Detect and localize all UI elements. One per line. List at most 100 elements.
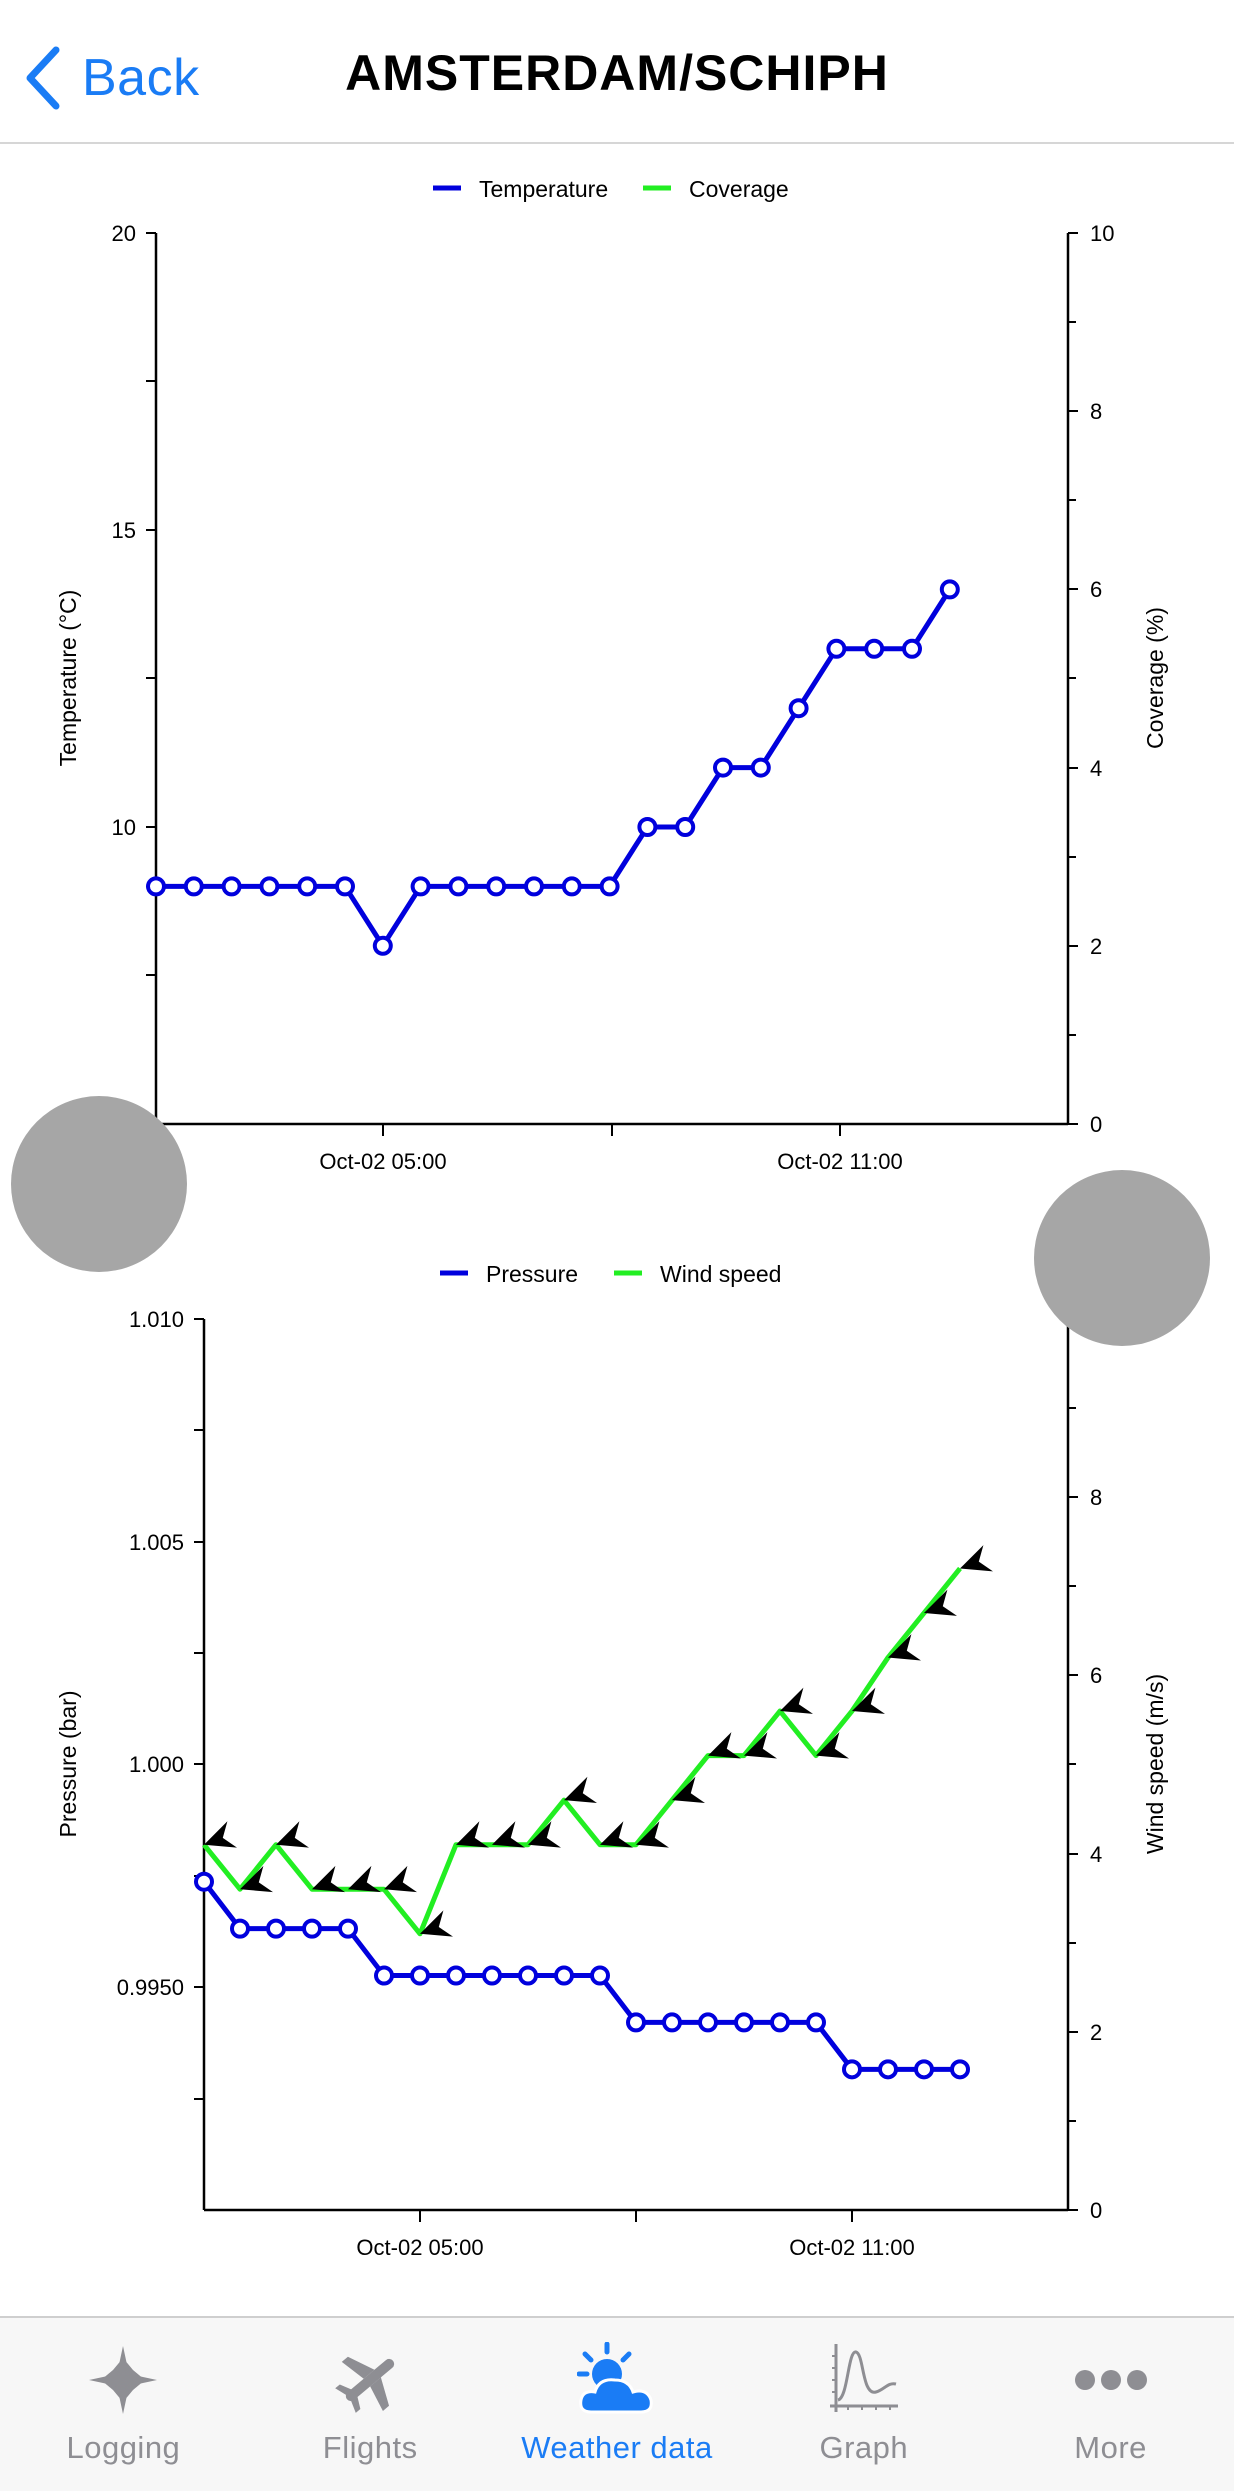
wind-arrow-marker	[564, 1776, 597, 1804]
data-point-pressure	[338, 1918, 358, 1939]
right-tick-label: 2	[1090, 934, 1102, 959]
tab-flights[interactable]: Flights	[247, 2318, 494, 2491]
data-point-pressure	[302, 1918, 322, 1939]
wind-arrow-marker	[816, 1732, 849, 1759]
left-tick-label: 15	[112, 518, 136, 543]
chart-legend: Pressure Wind speed	[440, 1261, 781, 1287]
right-tick-label: 2	[1090, 2020, 1102, 2045]
data-point-temperature	[259, 876, 280, 897]
data-point-temperature	[750, 757, 771, 778]
data-point-pressure	[590, 1965, 610, 1986]
graph-icon	[819, 2338, 909, 2422]
left-tick-label: 20	[112, 221, 136, 246]
wind-arrow-marker	[204, 1821, 237, 1848]
left-axis-title: Pressure (bar)	[55, 1691, 81, 1838]
right-tick-label: 10	[1090, 221, 1114, 246]
temperature-coverage-chart: Temperature Coverage 20 15 10 10 8 6 4 2…	[55, 176, 1168, 1174]
tab-graph[interactable]: Graph	[740, 2318, 987, 2491]
data-point-pressure	[698, 2012, 718, 2033]
series-line-temperature	[156, 588, 952, 949]
right-tick-label: 8	[1090, 1485, 1102, 1510]
tab-label: Flights	[322, 2430, 418, 2465]
data-point-temperature	[864, 638, 885, 659]
wind-arrow-marker	[420, 1910, 453, 1937]
airplane-icon	[325, 2338, 415, 2422]
x-tick-label: Oct-02 05:00	[319, 1149, 446, 1174]
legend-label-pressure: Pressure	[486, 1261, 578, 1287]
data-point-temperature	[410, 876, 431, 897]
wind-arrow-marker	[780, 1687, 813, 1714]
x-tick-label: Oct-02 11:00	[789, 2235, 915, 2260]
wind-arrow-marker	[384, 1865, 417, 1893]
left-tick-marks	[146, 232, 156, 976]
left-tick-label: 10	[112, 815, 136, 840]
right-tick-marks	[1068, 1407, 1078, 2211]
x-tick-label: Oct-02 05:00	[356, 2235, 483, 2260]
right-axis-title: Coverage (%)	[1142, 607, 1168, 749]
right-tick-label: 6	[1090, 577, 1102, 602]
back-label: Back	[82, 49, 200, 107]
data-point-temperature	[788, 698, 809, 719]
tab-label: Graph	[819, 2430, 909, 2465]
x-tick-marks	[419, 2210, 853, 2222]
data-point-pressure	[410, 1965, 430, 1986]
data-point-temperature	[902, 638, 922, 659]
left-tick-label: 0.9950	[117, 1975, 184, 2000]
wind-arrow-marker	[276, 1821, 309, 1848]
legend-label-coverage: Coverage	[689, 176, 789, 202]
right-tick-marks	[1068, 232, 1078, 1125]
wind-arrow-marker	[924, 1589, 957, 1616]
tab-more[interactable]: More	[987, 2318, 1234, 2491]
data-point-pressure	[878, 2059, 898, 2080]
navigation-bar: Back AMSTERDAM/SCHIPH	[0, 0, 1234, 144]
wind-arrow-marker	[492, 1821, 525, 1848]
more-icon	[1066, 2338, 1156, 2422]
left-tick-label: 1.010	[129, 1307, 184, 1332]
left-tick-marks	[194, 1318, 204, 2100]
data-point-temperature	[221, 876, 242, 897]
data-point-pressure	[554, 1965, 574, 1986]
data-point-temperature	[637, 817, 658, 837]
tab-weather-data[interactable]: Weather data	[494, 2318, 741, 2491]
right-tick-label: 4	[1090, 1842, 1102, 1867]
wind-arrow-marker	[348, 1865, 381, 1893]
tab-bar: Logging Flights	[0, 2316, 1234, 2491]
floating-touch-circle[interactable]	[11, 1096, 187, 1272]
data-point-pressure	[374, 1965, 394, 1986]
wind-arrow-marker	[672, 1776, 705, 1804]
back-button[interactable]: Back	[24, 38, 200, 118]
data-point-pressure	[230, 1918, 250, 1939]
right-tick-label: 8	[1090, 399, 1102, 424]
right-tick-label: 4	[1090, 756, 1102, 781]
chevron-left-icon	[26, 46, 60, 110]
data-point-temperature	[146, 876, 166, 897]
right-tick-label: 0	[1090, 2198, 1102, 2223]
data-point-pressure	[266, 1918, 286, 1939]
series-line-pressure	[202, 1880, 960, 2072]
right-axis-title: Wind speed (m/s)	[1142, 1674, 1168, 1854]
data-point-temperature	[372, 935, 393, 956]
wind-arrow-marker	[744, 1732, 777, 1759]
data-point-pressure	[626, 2012, 646, 2033]
chart-series	[194, 1545, 993, 2080]
floating-touch-circle[interactable]	[1034, 1170, 1210, 1346]
data-point-pressure	[194, 1871, 214, 1892]
wind-arrow-marker	[528, 1821, 561, 1848]
data-point-pressure	[770, 2012, 790, 2033]
x-tick-label: Oct-02 11:00	[777, 1149, 903, 1174]
data-point-pressure	[950, 2059, 970, 2080]
left-tick-label: 1.000	[129, 1752, 184, 1777]
data-point-pressure	[914, 2059, 934, 2080]
pressure-wind-chart: Pressure Wind speed 1.010 1.005 1.000 0.…	[55, 1261, 1168, 2260]
page-title: AMSTERDAM/SCHIPH	[345, 45, 889, 101]
chart-series	[146, 579, 960, 956]
sun-cloud-icon	[572, 2338, 662, 2422]
compass-star-icon	[78, 2338, 168, 2422]
wind-arrow-marker	[456, 1821, 489, 1848]
tab-logging[interactable]: Logging	[0, 2318, 247, 2491]
tab-label: Logging	[66, 2430, 181, 2465]
wind-arrow-marker	[600, 1821, 633, 1848]
data-point-pressure	[518, 1965, 538, 1986]
data-point-temperature	[448, 876, 469, 897]
series-line-wind-speed	[202, 1566, 962, 1937]
